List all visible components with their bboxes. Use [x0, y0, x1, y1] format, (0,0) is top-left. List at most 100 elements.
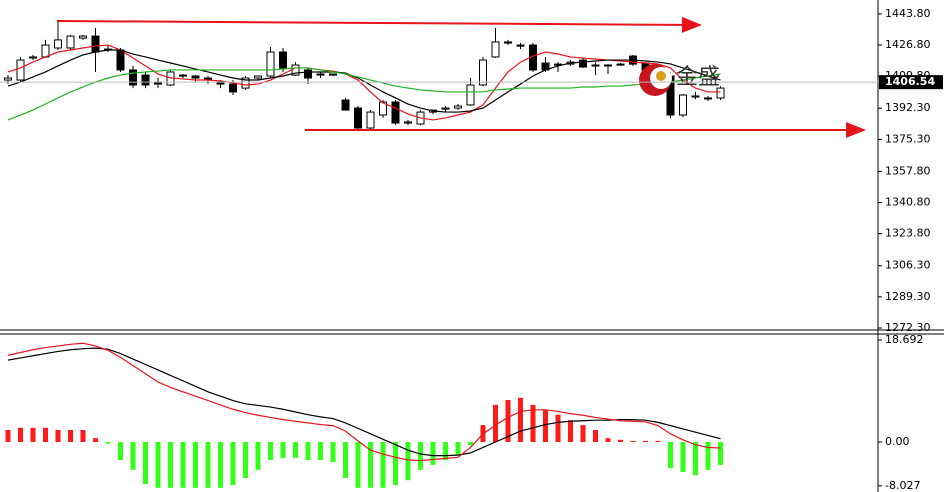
- histogram-bar: [643, 440, 648, 443]
- y-tick-label: 1375.30: [885, 132, 931, 145]
- histogram-bar: [5, 430, 11, 443]
- histogram-bar: [330, 442, 336, 463]
- histogram-bar: [605, 438, 611, 443]
- histogram-bar: [130, 442, 136, 470]
- y-tick-label: 18.692: [885, 333, 924, 346]
- indicator-line: [7, 44, 721, 121]
- histogram-bar: [355, 442, 361, 488]
- candle-body: [4, 77, 12, 81]
- y-tick-label: 1306.30: [885, 259, 931, 272]
- candle-body: [516, 44, 525, 47]
- candle-body: [91, 35, 100, 53]
- histogram-bar: [293, 442, 298, 458]
- histogram-bar: [555, 414, 561, 443]
- candle-body: [479, 59, 487, 86]
- histogram-bar: [493, 404, 498, 443]
- last-price-label: 1406.54: [885, 75, 935, 88]
- histogram-bar: [155, 442, 161, 488]
- candle-body: [279, 51, 287, 69]
- candle-body: [179, 74, 187, 77]
- candle-body: [704, 97, 712, 100]
- histogram-bar: [543, 409, 548, 443]
- histogram-bar: [655, 440, 661, 443]
- candle-body: [341, 99, 350, 111]
- histogram-bar: [55, 430, 61, 443]
- candle-body: [491, 41, 500, 58]
- candle-body: [716, 87, 725, 99]
- histogram-bar: [405, 442, 411, 481]
- histogram-bar: [168, 442, 173, 488]
- candle-body: [41, 44, 50, 58]
- candle-body: [691, 95, 700, 98]
- histogram-bar: [280, 442, 286, 458]
- histogram-bar: [343, 442, 348, 479]
- y-tick-label: 1340.80: [885, 196, 931, 209]
- histogram-bar: [93, 438, 98, 443]
- histogram-bar: [718, 442, 723, 465]
- indicator-line: [7, 49, 721, 113]
- watermark-text: 金盛: [676, 65, 720, 90]
- candle-body: [79, 35, 87, 39]
- candle-body: [404, 121, 412, 124]
- histogram-bar: [205, 442, 211, 488]
- histogram-bar: [530, 404, 536, 443]
- histogram-bar: [705, 442, 711, 470]
- histogram-bar: [268, 442, 273, 461]
- last-price-box: [879, 75, 943, 90]
- y-tick-label: 1357.80: [885, 164, 931, 177]
- histogram-bar: [105, 442, 111, 444]
- histogram-bar: [118, 442, 123, 461]
- histogram-bar: [318, 442, 323, 461]
- histogram-bar: [393, 442, 398, 486]
- histogram-bar: [630, 440, 636, 443]
- histogram-bar: [243, 442, 248, 479]
- histogram-bar: [680, 442, 686, 473]
- histogram-bar: [455, 442, 461, 456]
- histogram-bar: [468, 442, 473, 446]
- histogram-bar: [68, 430, 73, 443]
- indicator-line: [7, 347, 721, 457]
- candle-body: [66, 35, 75, 49]
- histogram-bar: [443, 442, 448, 461]
- y-tick-label: 1323.80: [885, 227, 931, 240]
- candle-body: [391, 101, 400, 124]
- candle-body: [329, 73, 337, 76]
- y-tick-label: -8.027: [885, 479, 920, 492]
- histogram-bar: [430, 442, 436, 465]
- histogram-bar: [418, 442, 423, 470]
- candle-body: [254, 75, 262, 79]
- candle-body: [379, 101, 387, 116]
- watermark-logo: 金盛: [639, 64, 720, 96]
- histogram-bar: [43, 427, 48, 443]
- candle-body: [354, 107, 362, 129]
- candle-body: [316, 73, 325, 76]
- candle-body: [441, 107, 450, 110]
- candle-body: [191, 75, 200, 79]
- candle-body: [229, 83, 237, 93]
- y-tick-label: 1289.30: [885, 290, 931, 303]
- candle-body: [16, 59, 25, 81]
- candle-body: [129, 69, 137, 86]
- logo-dot: [656, 71, 666, 81]
- histogram-bar: [518, 397, 523, 443]
- histogram-bar: [568, 420, 573, 443]
- histogram-bar: [380, 442, 386, 488]
- histogram-bar: [255, 442, 261, 470]
- histogram-bar: [18, 427, 23, 443]
- histogram-bar: [593, 430, 598, 443]
- y-tick-label: 1443.80: [885, 7, 931, 20]
- candle-body: [454, 105, 462, 109]
- y-tick-label: 1272.30: [885, 321, 931, 334]
- histogram-bar: [368, 442, 373, 488]
- histogram-bar: [30, 427, 36, 443]
- candle-body: [579, 59, 587, 68]
- candle-body: [616, 63, 625, 66]
- candle-body: [504, 41, 512, 44]
- candle-body: [366, 111, 375, 129]
- y-tick-label: 0.00: [885, 435, 910, 448]
- y-tick-label: 1426.80: [885, 38, 931, 51]
- candle-body: [54, 39, 62, 49]
- candle-body: [604, 64, 612, 67]
